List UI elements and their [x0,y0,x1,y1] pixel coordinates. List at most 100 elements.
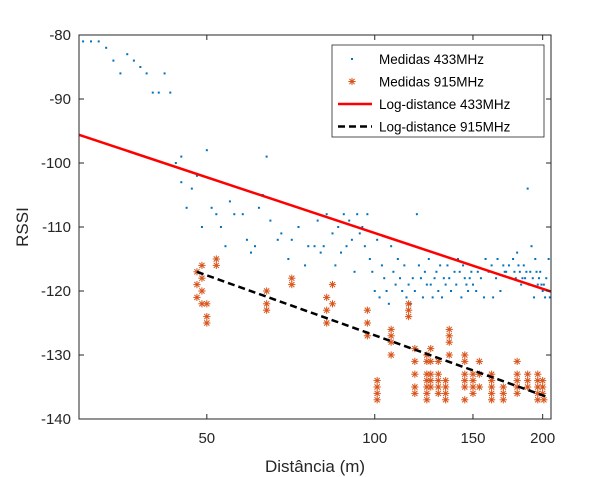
data-point-915 [405,306,413,314]
data-point-915 [263,300,271,308]
fit-line-3 [196,270,547,398]
data-point-433 [174,162,177,164]
data-point-433 [533,296,536,299]
y-axis-label: RSSI [13,207,32,247]
data-point-915 [469,383,477,391]
data-point-915 [328,281,337,289]
data-point-433 [276,238,279,241]
data-point-433 [446,264,449,267]
data-point-433 [535,270,538,273]
data-point-433 [513,270,516,273]
data-point-433 [441,296,444,299]
data-point-915 [499,396,507,404]
data-point-433 [334,264,337,267]
data-point-433 [463,277,466,280]
y-tick-label: -120 [41,283,71,300]
data-point-433 [525,270,528,273]
data-point-915 [539,383,547,391]
data-point-433 [325,213,328,216]
series-1 [193,255,548,404]
data-point-433 [307,245,310,248]
data-point-915 [488,389,496,397]
data-point-915 [387,325,395,333]
data-point-915 [427,377,435,385]
data-point-433 [132,59,135,62]
data-point-433 [411,277,414,280]
y-tick-label: -80 [49,27,71,44]
data-point-433 [169,91,172,94]
data-point-915 [442,383,450,391]
data-point-433 [82,40,85,43]
data-point-915 [373,377,381,385]
y-tick-label: -140 [41,411,71,428]
data-point-433 [470,270,473,273]
data-point-915 [488,396,496,404]
ticks-layer: 50 100 150 200 -140 -130 -120 -110 -100 -90 -80 [41,27,555,447]
y-tick-label: -130 [41,347,71,364]
data-point-433 [205,149,208,152]
data-point-433 [380,264,383,267]
data-point-433 [297,226,300,228]
data-point-433 [529,270,532,273]
data-point-433 [479,277,482,280]
data-point-433 [383,277,386,280]
data-point-433 [435,270,438,273]
data-point-915 [461,396,469,404]
data-point-915 [461,383,469,391]
y-tick-label: -100 [41,155,71,172]
data-point-433 [520,283,523,286]
data-point-433 [358,232,361,235]
data-point-433 [502,264,505,267]
data-point-433 [516,251,519,254]
data-point-433 [534,258,537,260]
data-point-433 [290,238,293,241]
data-point-433 [538,277,541,280]
data-point-433 [366,213,369,216]
data-point-915 [387,351,395,359]
data-point-433 [180,155,183,158]
data-point-915 [427,370,435,378]
data-point-915 [434,370,442,378]
data-point-915 [513,370,521,378]
data-point-433 [512,258,515,260]
data-point-433 [97,40,100,43]
data-point-915 [328,300,337,308]
data-point-433 [503,270,506,273]
data-point-915 [405,313,413,321]
x-axis-label: Distância (m) [265,457,365,476]
data-point-433 [433,277,436,280]
data-point-433 [517,264,520,267]
data-point-915 [288,274,296,282]
data-point-915 [427,345,435,353]
data-point-433 [476,270,479,273]
y-tick-label: -110 [42,219,71,236]
y-tick-label: -90 [49,91,71,108]
data-point-433 [499,290,502,292]
data-point-433 [507,264,510,267]
data-point-915 [513,357,521,365]
data-point-433 [368,258,371,260]
data-point-915 [198,287,206,295]
data-point-433 [536,283,539,286]
data-point-915 [461,351,469,359]
data-point-433 [253,245,256,248]
data-point-433 [287,258,290,260]
x-tick-label: 200 [530,430,555,447]
data-point-915 [198,261,206,269]
data-point-433 [350,238,353,241]
data-point-915 [540,396,548,404]
data-point-433 [407,283,410,286]
data-point-915 [461,377,469,385]
data-point-915 [539,377,547,385]
data-point-433 [257,206,260,209]
data-point-915 [363,306,371,314]
legend-entries: Medidas 433MHz Medidas 915MHz Log-distance… [338,52,511,135]
data-point-915 [469,370,477,378]
data-point-433 [394,283,397,286]
data-point-915 [442,377,450,385]
data-point-433 [200,226,203,228]
data-point-433 [337,226,340,228]
data-point-433 [429,283,432,286]
data-point-915 [461,370,469,378]
